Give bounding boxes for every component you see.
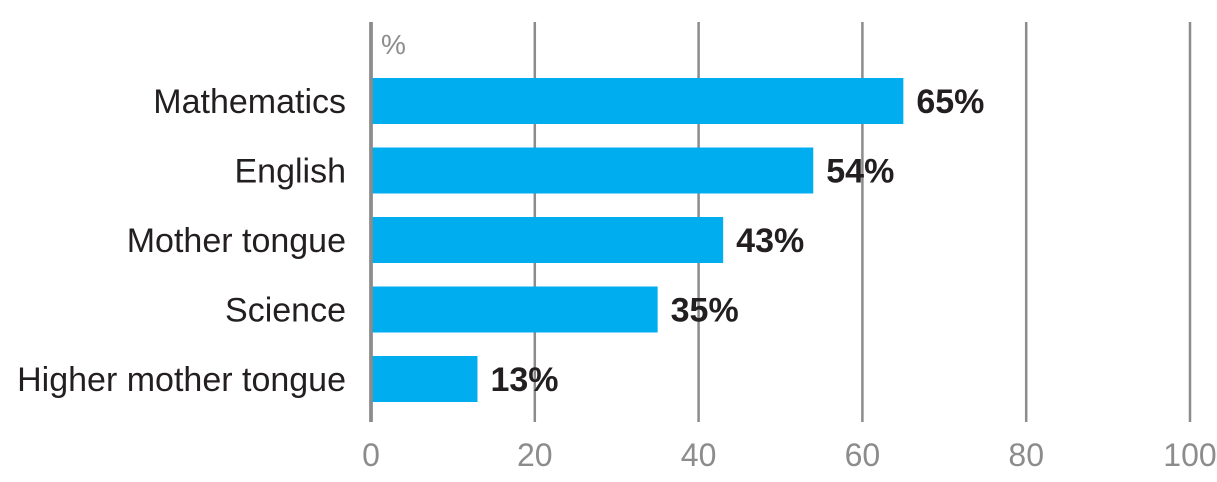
x-tick-label-0: 0	[362, 437, 380, 473]
x-tick-label-20: 20	[517, 437, 553, 473]
value-label: 43%	[736, 222, 804, 260]
bar-science	[371, 286, 658, 333]
category-label: Higher mother tongue	[17, 361, 346, 399]
value-label: 13%	[490, 361, 558, 399]
bar-mother-tongue	[371, 217, 724, 263]
category-label: Mathematics	[153, 83, 346, 121]
value-label: 65%	[916, 83, 984, 121]
bar-mathematics	[371, 78, 904, 124]
category-label: Science	[225, 292, 346, 330]
value-label: 54%	[826, 153, 894, 191]
unit-label: %	[381, 29, 406, 60]
x-tick-label-100: 100	[1163, 437, 1216, 473]
value-label: 35%	[671, 292, 739, 330]
labels: 0 20 40 60 80 100 Mathematics 65% English 54% Moth…	[17, 83, 1217, 473]
x-tick-label-40: 40	[681, 437, 717, 473]
bar-english	[371, 147, 814, 194]
x-tick-label-80: 80	[1008, 437, 1044, 473]
x-tick-label-60: 60	[845, 437, 881, 473]
category-label: English	[234, 153, 346, 191]
bar-higher-mother-tongue	[371, 356, 478, 402]
category-label: Mother tongue	[127, 222, 346, 260]
bars	[371, 78, 904, 402]
